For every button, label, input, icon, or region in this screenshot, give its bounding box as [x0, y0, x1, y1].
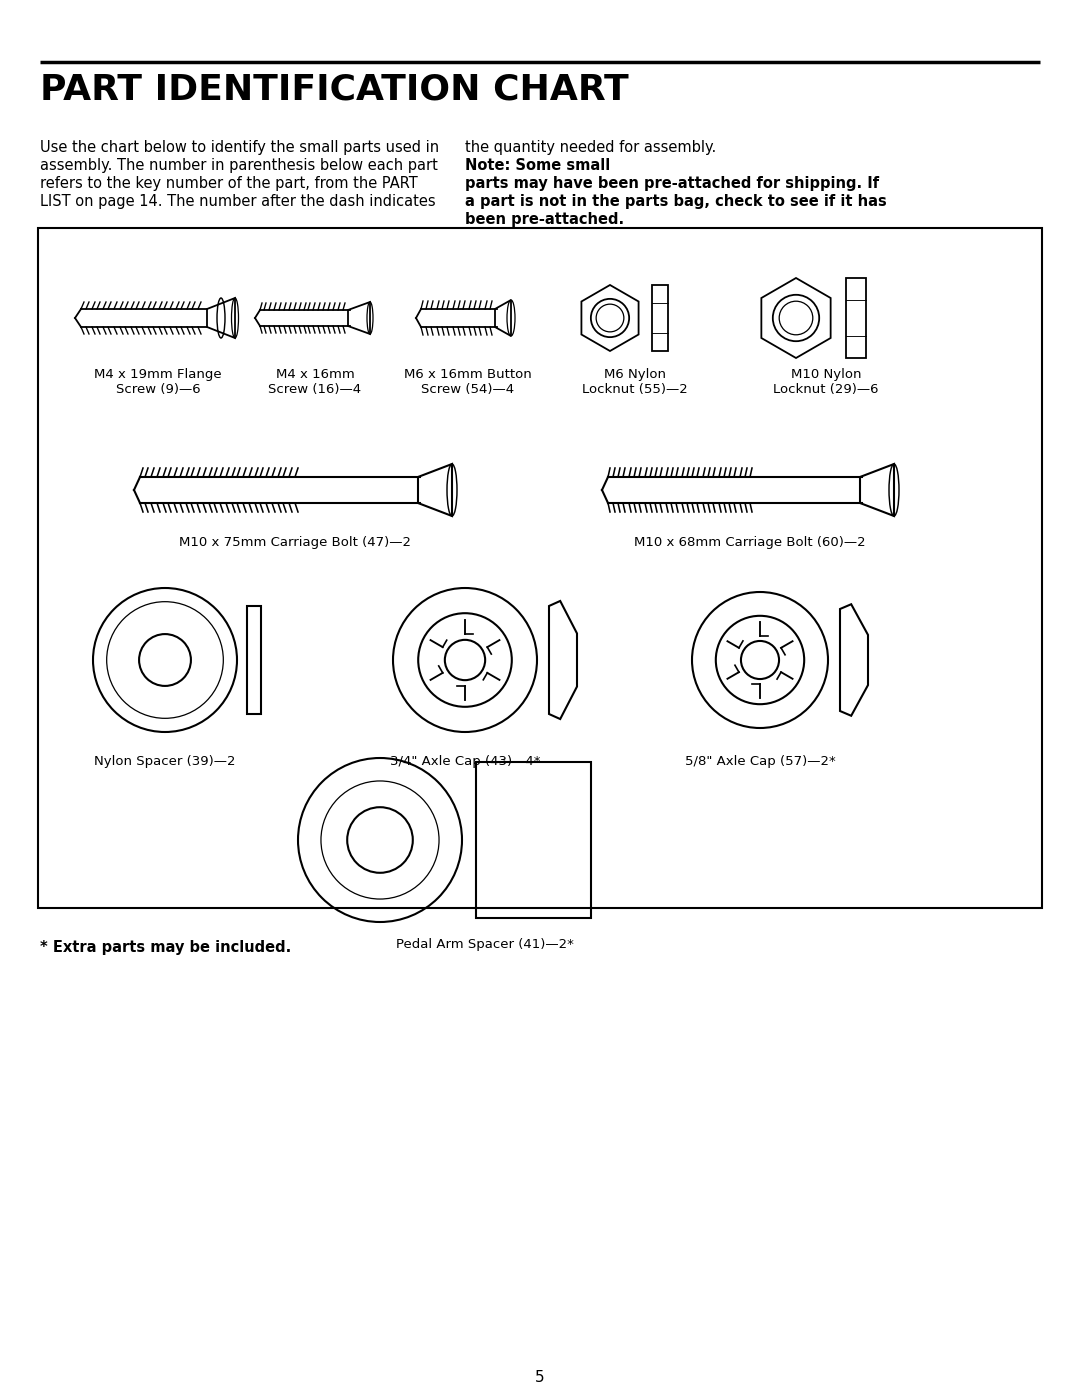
Text: M6 Nylon
Locknut (55)—2: M6 Nylon Locknut (55)—2: [582, 367, 688, 395]
Text: Note: Some small: Note: Some small: [465, 158, 610, 173]
Text: the quantity needed for assembly.: the quantity needed for assembly.: [465, 140, 720, 155]
Text: 5: 5: [536, 1370, 544, 1384]
Text: M6 x 16mm Button
Screw (54)—4: M6 x 16mm Button Screw (54)—4: [404, 367, 531, 395]
Text: PART IDENTIFICATION CHART: PART IDENTIFICATION CHART: [40, 73, 629, 106]
Text: Use the chart below to identify the small parts used in: Use the chart below to identify the smal…: [40, 140, 440, 155]
Text: M4 x 19mm Flange
Screw (9)—6: M4 x 19mm Flange Screw (9)—6: [94, 367, 221, 395]
Text: refers to the key number of the part, from the PART: refers to the key number of the part, fr…: [40, 176, 418, 191]
Text: LIST on page 14. The number after the dash indicates: LIST on page 14. The number after the da…: [40, 194, 435, 210]
Text: M10 x 75mm Carriage Bolt (47)—2: M10 x 75mm Carriage Bolt (47)—2: [179, 536, 411, 549]
Text: Nylon Spacer (39)—2: Nylon Spacer (39)—2: [94, 754, 235, 768]
Text: M10 x 68mm Carriage Bolt (60)—2: M10 x 68mm Carriage Bolt (60)—2: [634, 536, 866, 549]
Text: M10 Nylon
Locknut (29)—6: M10 Nylon Locknut (29)—6: [773, 367, 879, 395]
Text: 3/4" Axle Cap (43)—4*: 3/4" Axle Cap (43)—4*: [390, 754, 540, 768]
Text: M4 x 16mm
Screw (16)—4: M4 x 16mm Screw (16)—4: [269, 367, 362, 395]
Text: Pedal Arm Spacer (41)—2*: Pedal Arm Spacer (41)—2*: [396, 937, 573, 951]
Text: been pre-attached.: been pre-attached.: [465, 212, 624, 226]
Text: assembly. The number in parenthesis below each part: assembly. The number in parenthesis belo…: [40, 158, 437, 173]
FancyBboxPatch shape: [38, 228, 1042, 908]
Text: * Extra parts may be included.: * Extra parts may be included.: [40, 940, 292, 956]
Text: 5/8" Axle Cap (57)—2*: 5/8" Axle Cap (57)—2*: [685, 754, 835, 768]
Text: a part is not in the parts bag, check to see if it has: a part is not in the parts bag, check to…: [465, 194, 887, 210]
Text: parts may have been pre-attached for shipping. If: parts may have been pre-attached for shi…: [465, 176, 879, 191]
